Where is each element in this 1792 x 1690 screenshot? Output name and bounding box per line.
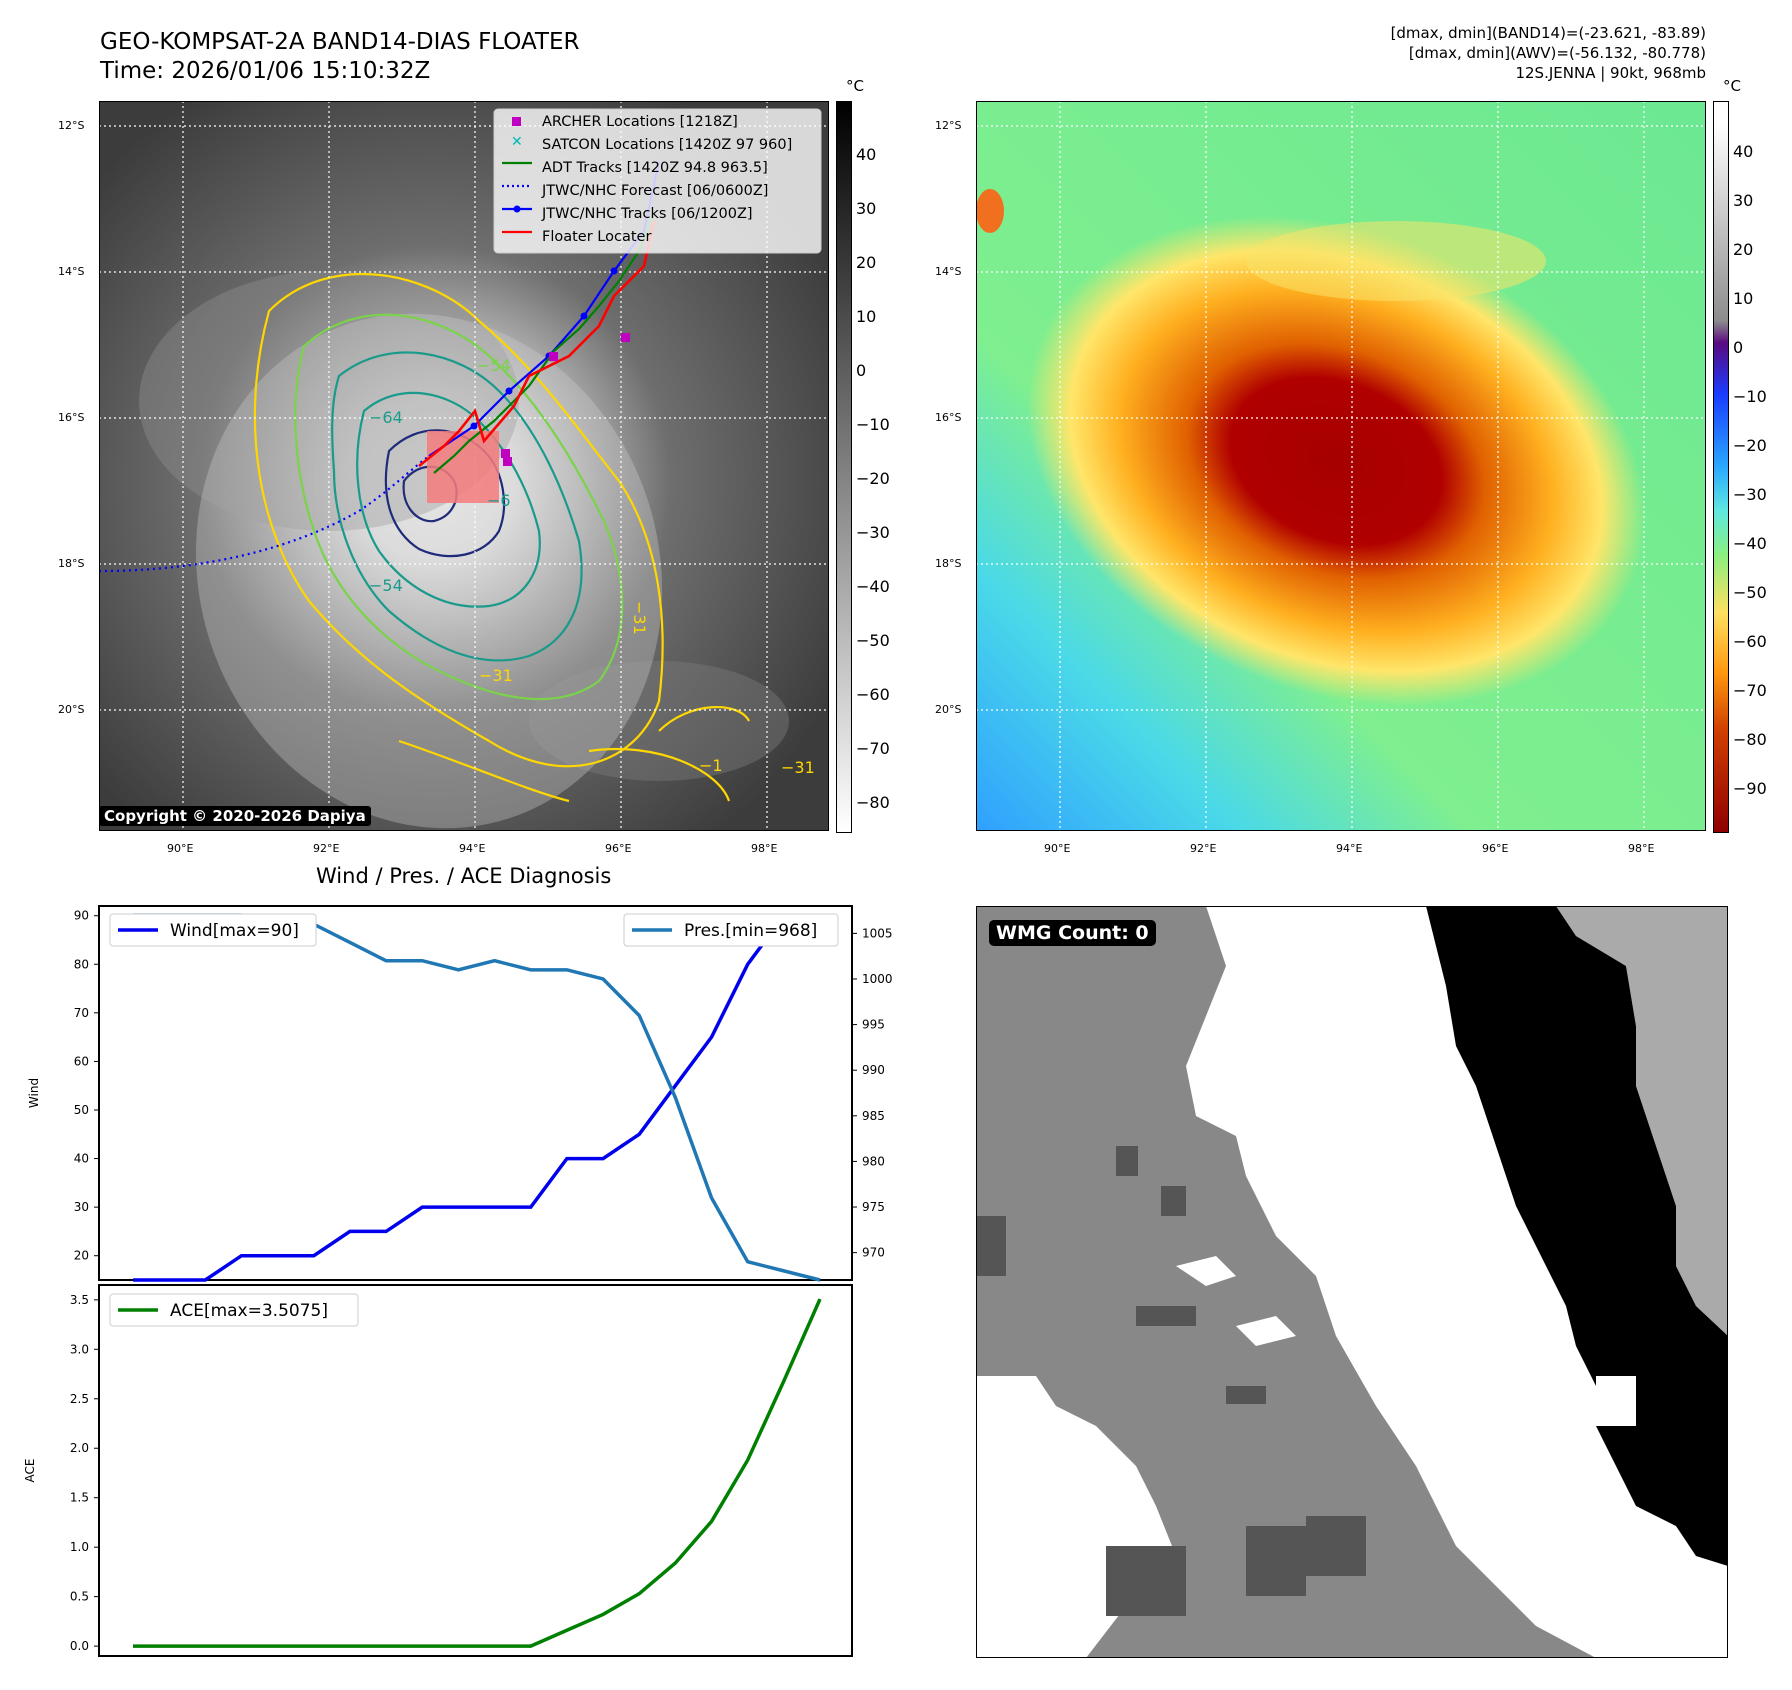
ace-y-tick-label: 3.5	[70, 1293, 89, 1307]
ir-colorbar	[836, 101, 852, 833]
ace-y-tick-label: 0.0	[70, 1639, 89, 1653]
info-line3: 12S.JENNA | 90kt, 968mb	[1515, 64, 1706, 82]
wind-series-line	[133, 913, 820, 1282]
diagnosis-title: Wind / Pres. / ACE Diagnosis	[316, 864, 612, 888]
ace-y-tick-label: 1.5	[70, 1491, 89, 1505]
pressure-y-tick-label: 990	[862, 1063, 885, 1077]
contour-labels: −54 −64 −54 −31 −31 −31 −1 −6	[369, 356, 815, 777]
legend-label-satcon: SATCON Locations [1420Z 97 960]	[542, 137, 792, 153]
ace-y-tick-label: 1.0	[70, 1540, 89, 1554]
wv-colorbar-unit: °C	[1723, 77, 1741, 95]
ace-legend-box	[109, 1293, 359, 1327]
contour-label: −54	[477, 356, 511, 375]
ace-y-tick-label: 2.5	[70, 1392, 89, 1406]
wv-satellite-map[interactable]	[976, 101, 1706, 831]
pressure-y-tick-label: 995	[862, 1018, 885, 1032]
ace-legend-label: ACE[max=3.5075]	[170, 1301, 328, 1321]
ace-legend: ACE[max=3.5075]	[109, 1293, 359, 1327]
pressure-y-tick-label: 985	[862, 1109, 885, 1123]
wind-y-tick-label: 60	[74, 1054, 89, 1068]
copyright-badge: Copyright © 2020-2026 Dapiya	[99, 806, 371, 826]
pressure-y-tick-label: 980	[862, 1154, 885, 1168]
ace-axis-label: ACE	[23, 1459, 37, 1483]
wind-plot-frame	[98, 905, 853, 1281]
ace-y-tick-label: 3.0	[70, 1342, 89, 1356]
wmg-classification-map[interactable]	[976, 906, 1728, 1658]
pressure-legend-box	[623, 913, 839, 947]
legend-label-jtwc-forecast: JTWC/NHC Forecast [06/0600Z]	[541, 183, 768, 199]
pressure-legend: Pres.[min=968]	[623, 913, 839, 947]
ace-chart[interactable]: 0.0 0.5 1.0 1.5 2.0 2.5 3.0 3.5 ACE ACE[max=3.507…	[0, 1270, 900, 1690]
wind-y-tick-label: 50	[74, 1103, 89, 1117]
wmg-count-badge: WMG Count: 0	[989, 920, 1156, 946]
pressure-y-tick-label: 1005	[862, 926, 893, 940]
pressure-y-tick-label: 970	[862, 1246, 885, 1260]
wind-legend-box	[109, 913, 317, 947]
wind-legend-label: Wind[max=90]	[170, 921, 299, 941]
wind-y-tick-label: 90	[74, 909, 89, 923]
wind-y-tick-label: 70	[74, 1006, 89, 1020]
contour-label: −54	[369, 576, 403, 595]
wind-y-tick-label: 30	[74, 1200, 89, 1214]
info-line2: [dmax, dmin](AWV)=(-56.132, -80.778)	[1408, 44, 1706, 62]
legend-label-archer: ARCHER Locations [1218Z]	[542, 114, 738, 130]
wind-y-tick-label: 40	[74, 1152, 89, 1166]
contour-label: −31	[781, 758, 815, 777]
ir-colorbar-unit: °C	[846, 77, 864, 95]
wv-colorbar	[1713, 101, 1729, 833]
ace-series-line	[133, 1298, 822, 1648]
wind-y-tick-label: 20	[74, 1249, 89, 1263]
contour-label: −64	[369, 408, 403, 427]
contour-label: −31	[479, 666, 513, 685]
wind-y-tick-label: 80	[74, 957, 89, 971]
contour-label: −6	[487, 491, 511, 510]
pressure-y-tick-label: 975	[862, 1200, 885, 1214]
legend-label-floater: Floater Locater	[542, 229, 651, 245]
wind-axis-label: Wind	[27, 1078, 41, 1108]
figure-title-line1: GEO-KOMPSAT-2A BAND14-DIAS FLOATER	[100, 29, 580, 55]
info-line1: [dmax, dmin](BAND14)=(-23.621, -83.89)	[1390, 24, 1706, 42]
map-legend: ✕ ARCHER Locations [1218Z] SATCON Locati…	[493, 108, 822, 254]
contour-label: −31	[630, 601, 649, 635]
wind-pressure-chart[interactable]: 20 30 40 50 60 70 80 90 970 975 980 985 990 995 1000 10…	[0, 890, 900, 1290]
legend-label-jtwc-tracks: JTWC/NHC Tracks [06/1200Z]	[541, 206, 753, 222]
contour-label: −1	[699, 756, 723, 775]
ir-satellite-map[interactable]: −54 −64 −54 −31 −31 −31 −1 −6 ✕ ARCHER L…	[99, 101, 829, 831]
ace-y-tick-label: 2.0	[70, 1441, 89, 1455]
figure-title-line2: Time: 2026/01/06 15:10:32Z	[100, 58, 431, 84]
wind-legend: Wind[max=90]	[109, 913, 317, 947]
legend-label-adt: ADT Tracks [1420Z 94.8 963.5]	[542, 160, 768, 176]
svg-text:✕: ✕	[511, 134, 523, 150]
pressure-y-tick-label: 1000	[862, 972, 893, 986]
pressure-legend-label: Pres.[min=968]	[684, 921, 817, 941]
ace-y-tick-label: 0.5	[70, 1590, 89, 1604]
ace-plot-frame	[98, 1284, 853, 1657]
